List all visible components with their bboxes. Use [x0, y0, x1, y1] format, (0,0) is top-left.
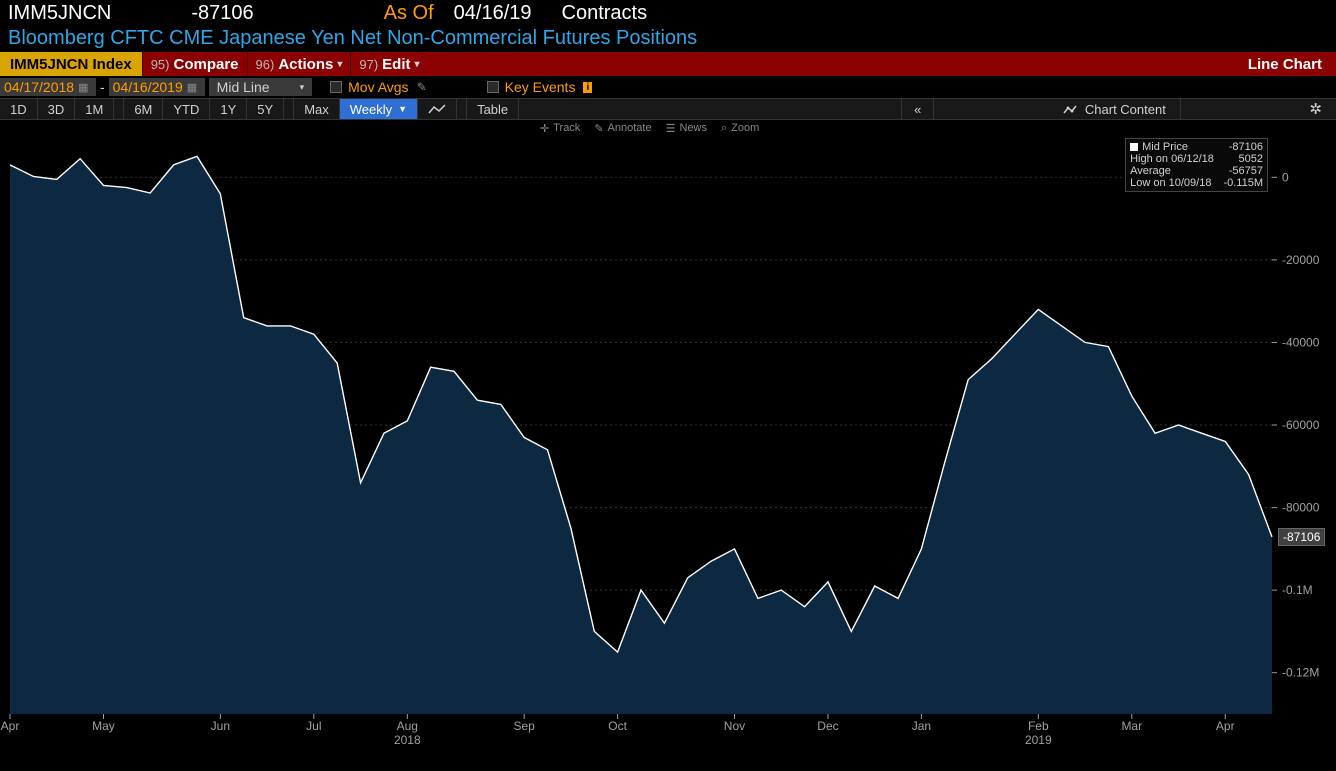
- svg-text:2019: 2019: [1025, 733, 1052, 747]
- chevron-down-icon: ▼: [398, 104, 407, 114]
- chart-style-button[interactable]: [418, 99, 457, 119]
- mini-toolbar: ✛ Track ✎ Annotate ☰News ⌕ Zoom: [0, 120, 1336, 136]
- range-6m-button[interactable]: 6M: [124, 99, 163, 119]
- annotate-button[interactable]: ✎ Annotate: [594, 122, 651, 135]
- svg-text:Apr: Apr: [1, 719, 20, 733]
- date-from-value: 04/17/2018: [4, 79, 74, 95]
- range-1y-button[interactable]: 1Y: [210, 99, 247, 119]
- actions-num: 96): [256, 57, 275, 72]
- news-label: News: [679, 122, 707, 134]
- toolbar-range: 1D 3D 1M 6M YTD 1Y 5Y Max Weekly ▼ Table…: [0, 98, 1336, 120]
- compare-label: Compare: [173, 56, 238, 73]
- svg-text:-80000: -80000: [1282, 501, 1320, 515]
- chart-type-label[interactable]: Line Chart: [1234, 52, 1336, 76]
- svg-text:May: May: [92, 719, 115, 733]
- annotate-label: Annotate: [608, 122, 652, 134]
- svg-text:-20000: -20000: [1282, 253, 1320, 267]
- compare-num: 95): [151, 57, 170, 72]
- date-from-input[interactable]: 04/17/2018 ▦: [0, 78, 96, 96]
- edit-label: Edit: [382, 56, 410, 73]
- range-1m-button[interactable]: 1M: [75, 99, 114, 119]
- ticker-symbol: IMM5JNCN: [8, 2, 111, 25]
- svg-text:Aug: Aug: [397, 719, 418, 733]
- actions-button[interactable]: 96) Actions ▾: [247, 52, 351, 76]
- chart-content-label: Chart Content: [1085, 102, 1166, 117]
- svg-text:Apr: Apr: [1216, 719, 1235, 733]
- svg-text:0: 0: [1282, 170, 1289, 184]
- svg-text:Jun: Jun: [211, 719, 230, 733]
- key-events-label: Key Events: [505, 79, 576, 95]
- range-max-button[interactable]: Max: [294, 99, 340, 119]
- key-events-checkbox[interactable]: Key Events i: [487, 79, 593, 95]
- svg-text:Jan: Jan: [912, 719, 931, 733]
- chart-area[interactable]: 0 -20000 -40000 -60000 -80000 -0.1M -0.12M Apr M…: [0, 136, 1336, 750]
- chart-content-button[interactable]: Chart Content: [1049, 99, 1181, 119]
- line-type-dropdown[interactable]: Mid Line ▾: [209, 78, 312, 96]
- gear-icon: ✲: [1309, 100, 1322, 118]
- chart-content-icon: [1063, 103, 1077, 115]
- track-button[interactable]: ✛ Track: [540, 122, 580, 135]
- calendar-icon: ▦: [78, 81, 88, 94]
- checkbox-icon: [330, 81, 342, 93]
- calendar-icon: ▦: [187, 81, 197, 94]
- zoom-icon: ⌕: [721, 122, 727, 135]
- svg-text:-0.1M: -0.1M: [1282, 583, 1313, 597]
- svg-text:Mar: Mar: [1121, 719, 1142, 733]
- track-label: Track: [553, 122, 580, 134]
- svg-text:-40000: -40000: [1282, 335, 1320, 349]
- svg-text:Oct: Oct: [608, 719, 627, 733]
- pencil-icon: ✎: [594, 122, 603, 135]
- date-separator: -: [96, 79, 109, 95]
- compare-button[interactable]: 95) Compare: [142, 52, 247, 76]
- crosshair-icon: ✛: [540, 122, 549, 135]
- edit-num: 97): [359, 57, 378, 72]
- unit-label: Contracts: [562, 2, 648, 25]
- line-chart-icon: [428, 103, 446, 115]
- date-to-value: 04/16/2019: [113, 79, 183, 95]
- range-5y-button[interactable]: 5Y: [247, 99, 284, 119]
- description: Bloomberg CFTC CME Japanese Yen Net Non-…: [0, 27, 1336, 52]
- zoom-label: Zoom: [731, 122, 759, 134]
- info-icon[interactable]: i: [583, 82, 592, 93]
- news-button[interactable]: ☰News: [666, 122, 707, 135]
- pencil-icon[interactable]: ✎: [417, 80, 427, 94]
- date-to-input[interactable]: 04/16/2019 ▦: [109, 78, 205, 96]
- svg-text:Nov: Nov: [724, 719, 745, 733]
- range-ytd-button[interactable]: YTD: [163, 99, 210, 119]
- legend-box[interactable]: Mid Price-87106 High on 06/12/185052 Ave…: [1125, 138, 1268, 192]
- asof-date: 04/16/19: [454, 2, 532, 25]
- ticker-value: -87106: [191, 2, 253, 25]
- interval-value: Weekly: [350, 102, 392, 117]
- settings-button[interactable]: ✲: [1295, 99, 1336, 119]
- mov-avgs-checkbox[interactable]: Mov Avgs ✎: [330, 79, 427, 95]
- svg-text:Sep: Sep: [513, 719, 535, 733]
- toolbar-main: IMM5JNCN Index 95) Compare 96) Actions ▾…: [0, 52, 1336, 76]
- line-type-value: Mid Line: [217, 79, 270, 95]
- zoom-button[interactable]: ⌕ Zoom: [721, 122, 759, 135]
- interval-dropdown[interactable]: Weekly ▼: [340, 99, 418, 119]
- range-3d-button[interactable]: 3D: [38, 99, 76, 119]
- collapse-button[interactable]: «: [901, 99, 934, 119]
- list-icon: ☰: [666, 122, 676, 135]
- actions-label: Actions: [278, 56, 333, 73]
- toolbar-dates: 04/17/2018 ▦ - 04/16/2019 ▦ Mid Line ▾ M…: [0, 76, 1336, 98]
- chevron-down-icon: ▾: [415, 59, 420, 70]
- chevron-down-icon: ▾: [300, 82, 305, 93]
- range-1d-button[interactable]: 1D: [0, 99, 38, 119]
- svg-text:-60000: -60000: [1282, 418, 1320, 432]
- svg-text:Jul: Jul: [306, 719, 321, 733]
- svg-text:2018: 2018: [394, 733, 421, 747]
- chevron-down-icon: ▾: [337, 59, 342, 70]
- checkbox-icon: [487, 81, 499, 93]
- asof-label: As Of: [384, 2, 434, 25]
- last-value-badge: -87106: [1278, 528, 1325, 546]
- svg-text:Feb: Feb: [1028, 719, 1049, 733]
- svg-text:-0.12M: -0.12M: [1282, 666, 1319, 680]
- mov-avgs-label: Mov Avgs: [348, 79, 408, 95]
- svg-text:Dec: Dec: [817, 719, 838, 733]
- edit-button[interactable]: 97) Edit ▾: [350, 52, 427, 76]
- chart-svg: 0 -20000 -40000 -60000 -80000 -0.1M -0.12M Apr M…: [0, 136, 1336, 750]
- index-box[interactable]: IMM5JNCN Index: [0, 52, 142, 76]
- table-button[interactable]: Table: [467, 99, 519, 119]
